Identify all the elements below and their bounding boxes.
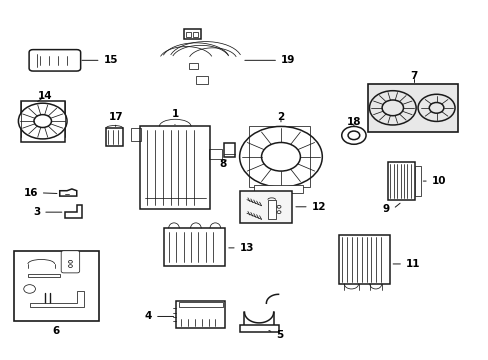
Bar — [414, 166, 420, 196]
Bar — [131, 128, 141, 141]
Circle shape — [24, 285, 35, 293]
Text: 1: 1 — [171, 109, 178, 125]
Bar — [224, 143, 234, 157]
Bar — [179, 302, 222, 307]
Circle shape — [347, 131, 359, 140]
Text: 11: 11 — [392, 259, 420, 269]
Bar — [140, 126, 210, 208]
Bar — [368, 84, 458, 132]
Text: 18: 18 — [346, 117, 361, 127]
Bar — [188, 63, 198, 69]
Polygon shape — [60, 189, 77, 196]
Text: 17: 17 — [108, 112, 122, 126]
Circle shape — [341, 126, 366, 144]
Circle shape — [277, 211, 281, 213]
Text: 9: 9 — [382, 204, 389, 214]
Bar — [267, 200, 275, 219]
Circle shape — [417, 94, 454, 121]
Text: 10: 10 — [423, 176, 445, 186]
Polygon shape — [30, 291, 84, 307]
Bar — [193, 32, 198, 37]
Text: 7: 7 — [409, 71, 417, 81]
Polygon shape — [64, 205, 81, 217]
Bar — [21, 102, 64, 143]
Circle shape — [34, 114, 51, 127]
Circle shape — [19, 103, 67, 139]
Circle shape — [261, 143, 300, 171]
Circle shape — [68, 260, 72, 263]
Circle shape — [369, 91, 415, 125]
FancyBboxPatch shape — [61, 251, 80, 273]
Bar — [209, 149, 221, 159]
Text: 14: 14 — [38, 91, 52, 102]
Circle shape — [277, 205, 281, 208]
Bar — [106, 128, 122, 146]
Text: 4: 4 — [144, 311, 173, 321]
Bar — [14, 251, 99, 321]
Bar — [183, 29, 201, 39]
Text: 16: 16 — [23, 188, 57, 198]
Circle shape — [381, 100, 403, 116]
Text: 6: 6 — [52, 326, 60, 336]
Text: 12: 12 — [295, 202, 325, 212]
Bar — [176, 301, 224, 328]
Text: 19: 19 — [244, 55, 295, 65]
Bar — [249, 126, 309, 187]
Circle shape — [239, 126, 322, 187]
Text: 15: 15 — [82, 55, 118, 65]
Bar — [196, 76, 207, 84]
Bar — [239, 191, 291, 223]
Bar — [164, 228, 224, 266]
Bar — [387, 162, 414, 200]
Text: 5: 5 — [268, 330, 283, 341]
Bar — [339, 235, 389, 284]
Text: 3: 3 — [33, 207, 61, 217]
Circle shape — [68, 265, 72, 267]
Bar — [254, 185, 302, 193]
Bar — [186, 32, 191, 37]
Text: 13: 13 — [228, 243, 254, 253]
Text: 8: 8 — [219, 159, 226, 169]
Circle shape — [428, 103, 443, 113]
Text: 2: 2 — [277, 112, 284, 122]
Bar — [239, 325, 278, 332]
Bar — [28, 274, 60, 277]
